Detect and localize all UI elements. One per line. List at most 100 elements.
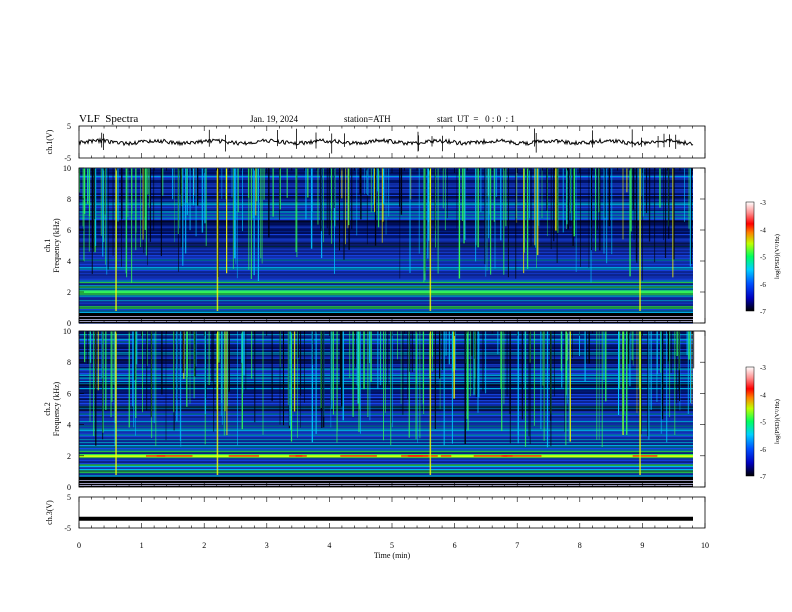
y-axis-label: ch.2 [43, 402, 52, 416]
y-tick-label: 8 [67, 358, 71, 367]
spectrogram-sferic [107, 168, 109, 270]
spectrogram-strong-sferic [216, 331, 219, 475]
spectrogram-sferic [517, 331, 519, 444]
spectrogram-sferic [629, 168, 631, 277]
spectrogram-sferic [227, 331, 228, 407]
spectrogram-band [79, 247, 693, 249]
spectrogram-band [79, 386, 693, 388]
spectrogram-band [79, 442, 693, 444]
spectrogram-sferic [312, 331, 314, 365]
spectrogram-sferic [218, 331, 220, 363]
spectrogram-sferic [194, 331, 196, 377]
spectrogram-band [79, 300, 693, 302]
spectrogram-band [79, 416, 693, 418]
spectrogram-band [79, 394, 693, 396]
spectrogram-sferic [448, 331, 450, 365]
spectrogram-band [79, 428, 693, 430]
spectrogram-band [79, 256, 693, 258]
spectrogram-sferic [186, 168, 188, 203]
spectrogram-sferic [385, 168, 387, 235]
spectrogram-sferic [596, 331, 598, 440]
spectrogram-band [79, 467, 693, 469]
spectrogram-sferic [516, 168, 518, 223]
spectrogram-sferic [360, 168, 362, 220]
spectrogram-band [79, 403, 693, 405]
spectrogram-sferic [464, 331, 466, 444]
x-tick-label: 5 [390, 541, 394, 550]
spectrogram-sferic [223, 331, 226, 436]
spectrogram-sferic [105, 331, 107, 410]
spectrogram-sferic [89, 168, 91, 217]
spectrogram-sferic [505, 168, 507, 227]
spectrogram-sferic [688, 168, 690, 229]
spectrogram-sferic [377, 168, 379, 192]
spectrogram-sferic [162, 168, 164, 196]
spectrogram-dark-band [79, 384, 693, 386]
spectrogram-sferic [686, 331, 688, 356]
y-axis-label: ch.3(V) [45, 500, 54, 525]
spectrogram-sferic [243, 331, 245, 375]
spectrogram-sferic [352, 331, 354, 385]
spectrogram-sferic [636, 168, 638, 263]
spectrogram-sferic [336, 331, 338, 443]
spectrogram-sferic [471, 331, 473, 356]
spectrogram-sferic [475, 168, 477, 262]
spectrogram-band [79, 335, 693, 337]
spectrogram-sferic [384, 331, 386, 413]
spectrogram-sferic [374, 168, 377, 246]
spectrogram-sferic [631, 331, 633, 361]
spectrogram-sferic [149, 168, 151, 242]
spectrogram-sferic [94, 168, 97, 246]
spectrogram-sferic [177, 168, 179, 234]
spectrogram-band [79, 277, 693, 279]
spectrogram-band [79, 437, 693, 439]
spectrogram-sferic [547, 168, 548, 237]
spectrogram-sferic [286, 168, 288, 198]
colorbar-tick-label: -3 [760, 364, 766, 372]
spectrogram-sferic [418, 168, 420, 254]
spectrogram-sferic [271, 331, 273, 402]
y-tick-label: 4 [67, 257, 71, 266]
spectrogram-band [79, 389, 693, 391]
spectrogram-band [79, 276, 693, 278]
spectrogram-sferic [189, 331, 191, 404]
spectrogram-band [79, 249, 693, 251]
spectrogram-sferic [458, 168, 461, 279]
spectrogram-sferic [110, 331, 112, 418]
spectrogram-sferic [668, 168, 670, 239]
spectrogram-sferic [330, 331, 331, 408]
spectrogram-sferic [536, 168, 537, 268]
spectrogram-sferic [529, 331, 531, 444]
spectrogram-sferic [263, 168, 265, 200]
spectrogram-sferic [192, 168, 194, 206]
spectrogram-sferic [427, 168, 430, 222]
spectrogram-sferic [503, 331, 505, 405]
spectrogram-sferic [388, 168, 390, 217]
spectrogram-sferic [165, 331, 167, 441]
spectrogram-sferic [429, 168, 430, 202]
spectrogram-sferic [231, 168, 233, 198]
spectrogram-sferic [89, 331, 91, 422]
spectrogram-sferic [135, 331, 137, 418]
spectrogram-sferic [477, 331, 479, 413]
spectrogram-band [79, 443, 693, 445]
spectrogram-sferic [408, 331, 410, 438]
spectrogram-sferic [572, 168, 574, 246]
spectrogram-sferic [218, 168, 220, 192]
spectrogram-sferic [366, 168, 368, 245]
spectrogram-sferic [93, 331, 95, 437]
spectrogram-sferic [444, 168, 446, 231]
spectrogram-sferic [331, 168, 333, 244]
spectrogram-sferic [101, 331, 103, 379]
spectrogram-sferic [566, 168, 568, 225]
spectrogram-sferic [320, 168, 322, 232]
spectrogram-band [79, 379, 693, 381]
spectrogram-sferic [567, 168, 569, 230]
spectrogram-sferic [428, 168, 430, 241]
spectrogram-band [79, 350, 693, 352]
spectrogram-sferic [410, 168, 412, 200]
spectrogram-sferic [127, 168, 129, 217]
y-tick-label: 2 [67, 288, 71, 297]
